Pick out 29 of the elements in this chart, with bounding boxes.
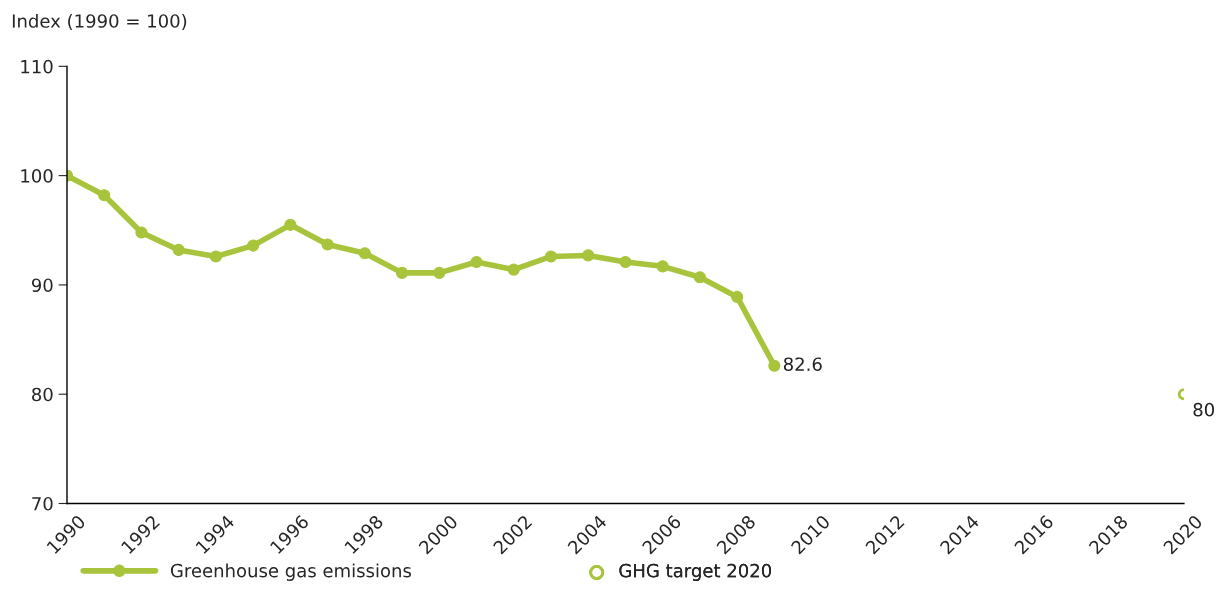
y-tick-label: 110 — [21, 59, 53, 74]
point — [582, 249, 595, 262]
point — [656, 260, 669, 273]
point — [172, 243, 185, 257]
data-label: 80 — [1193, 402, 1215, 417]
legend-label: GHG target 2020 — [619, 563, 772, 581]
point — [433, 266, 446, 279]
y-tick-label: 80 — [32, 387, 53, 402]
y-axis-title: Index (1990 = 100) — [12, 13, 187, 30]
data-label: 82.6 — [783, 357, 822, 372]
point — [731, 290, 744, 304]
point — [544, 250, 558, 263]
point — [619, 255, 632, 269]
point — [209, 250, 222, 263]
y-tick-label: 70 — [32, 496, 53, 511]
point — [247, 239, 260, 252]
point — [358, 247, 371, 260]
y-tick-label: 90 — [31, 278, 53, 293]
point — [321, 238, 334, 251]
legend-label: Greenhouse gas emissions — [170, 563, 411, 581]
point — [470, 255, 483, 269]
point — [693, 271, 706, 284]
point — [507, 263, 520, 276]
point — [98, 189, 111, 202]
y-tick-label: 100 — [21, 169, 53, 183]
point — [135, 226, 148, 239]
point — [395, 266, 409, 279]
point — [768, 359, 781, 372]
point — [284, 218, 297, 231]
